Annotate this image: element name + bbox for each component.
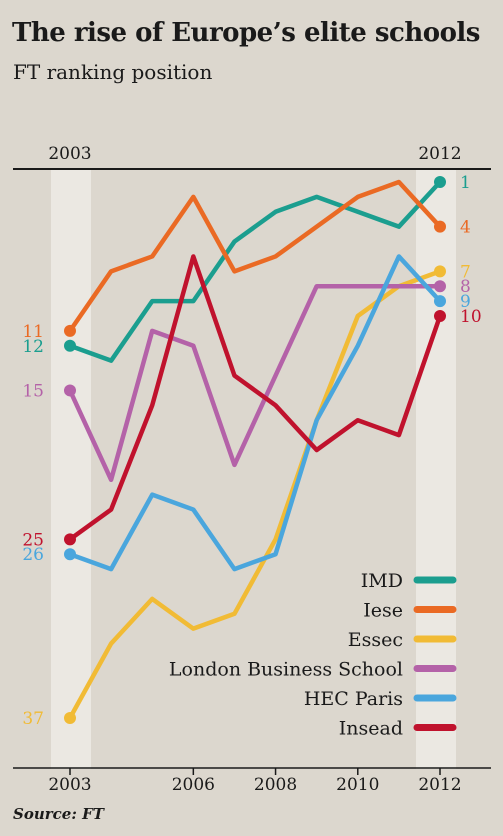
series-line-iese: [67, 179, 443, 334]
legend-label: London Business School: [169, 659, 403, 681]
x-tick-label: 2012: [418, 775, 461, 795]
start-point-essec: [64, 712, 76, 724]
x-tick-label: 2008: [254, 775, 297, 795]
series-line-insead: [67, 254, 443, 542]
x-tick-label: 2010: [336, 775, 379, 795]
end-point-imd: [434, 176, 446, 188]
start-point-london-business-school: [64, 384, 76, 397]
series-line-london-business-school: [67, 283, 443, 483]
legend-label: Iese: [363, 600, 403, 622]
legend-label: HEC Paris: [304, 688, 403, 710]
chart-subtitle: FT ranking position: [13, 60, 213, 84]
series-line-imd: [67, 179, 443, 363]
end-value-label: 4: [460, 218, 471, 238]
start-point-insead: [64, 533, 76, 546]
legend-label: Insead: [339, 718, 403, 740]
start-value-label: 25: [22, 530, 44, 550]
end-point-iese: [434, 220, 446, 233]
top-year-label: 2012: [418, 144, 461, 164]
end-value-label: 8: [460, 277, 471, 297]
start-value-label: 37: [22, 709, 44, 729]
end-point-essec: [434, 265, 446, 278]
end-value-label: 10: [460, 307, 482, 327]
legend-label: IMD: [361, 570, 403, 592]
x-tick-label: 2003: [48, 775, 91, 795]
highlight-band-2012: [416, 169, 456, 769]
end-value-label: 9: [460, 292, 471, 312]
start-value-label: 12: [22, 337, 44, 357]
start-point-imd: [64, 339, 76, 352]
end-value-label: 1: [460, 173, 471, 193]
top-year-label: 2003: [48, 144, 91, 164]
end-value-label: 7: [460, 262, 471, 282]
start-value-label: 11: [22, 322, 44, 342]
legend-label: Essec: [348, 629, 403, 651]
end-point-london-business-school: [434, 280, 446, 293]
series-line-hec-paris: [67, 254, 443, 572]
start-value-label: 26: [22, 545, 44, 565]
chart-title: The rise of Europe’s elite schools: [12, 18, 480, 48]
end-point-hec-paris: [434, 295, 446, 308]
start-point-iese: [64, 324, 76, 337]
x-tick-label: 2006: [172, 775, 215, 795]
source-note: Source: FT: [13, 805, 104, 823]
start-point-hec-paris: [64, 548, 76, 561]
end-point-insead: [434, 310, 446, 322]
highlight-band-2003: [51, 169, 91, 769]
start-value-label: 15: [22, 381, 44, 401]
